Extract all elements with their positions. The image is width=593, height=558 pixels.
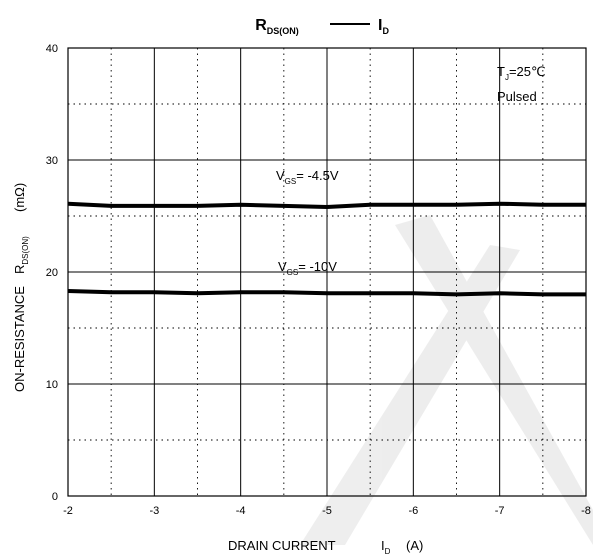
grid-major bbox=[68, 48, 586, 496]
chart-title-right: ID bbox=[378, 17, 389, 36]
y-tick-label: 20 bbox=[46, 267, 58, 279]
condition-pulsed: Pulsed bbox=[497, 89, 537, 104]
x-tick-label: -7 bbox=[495, 505, 505, 517]
y-tick-label: 40 bbox=[46, 43, 58, 55]
condition-tj: TJ=25℃ bbox=[497, 64, 546, 82]
x-tick-label: -8 bbox=[581, 505, 591, 517]
x-tick-label: -2 bbox=[63, 505, 73, 517]
y-axis-label: ON-RESISTANCERDS(ON)(mΩ) bbox=[12, 183, 30, 392]
series-label-vgs-4-5v: VGS= -4.5V bbox=[276, 168, 339, 186]
watermark-stroke-right bbox=[395, 215, 593, 545]
y-tick-label: 0 bbox=[52, 491, 58, 503]
watermark bbox=[300, 215, 593, 545]
y-tick-label: 10 bbox=[46, 379, 58, 391]
series-label-vgs-10v: VGS= -10V bbox=[278, 259, 337, 277]
y-tick-label: 30 bbox=[46, 155, 58, 167]
chart-title: RDS(ON) bbox=[255, 17, 299, 36]
x-tick-label: -6 bbox=[408, 505, 418, 517]
y-tick-labels: 0 10 20 30 40 bbox=[46, 43, 58, 503]
watermark-stroke-left bbox=[300, 245, 520, 545]
x-tick-label: -4 bbox=[236, 505, 246, 517]
series-line-vgs-10v bbox=[67, 289, 586, 297]
x-tick-label: -5 bbox=[322, 505, 332, 517]
plot-frame bbox=[67, 47, 587, 497]
series-line-vgs-4-5v bbox=[67, 201, 586, 209]
x-axis-label: DRAIN CURRENT ID (A) bbox=[228, 538, 423, 556]
x-tick-labels: -2 -3 -4 -5 -6 -7 -8 bbox=[63, 505, 591, 517]
x-tick-label: -3 bbox=[149, 505, 159, 517]
